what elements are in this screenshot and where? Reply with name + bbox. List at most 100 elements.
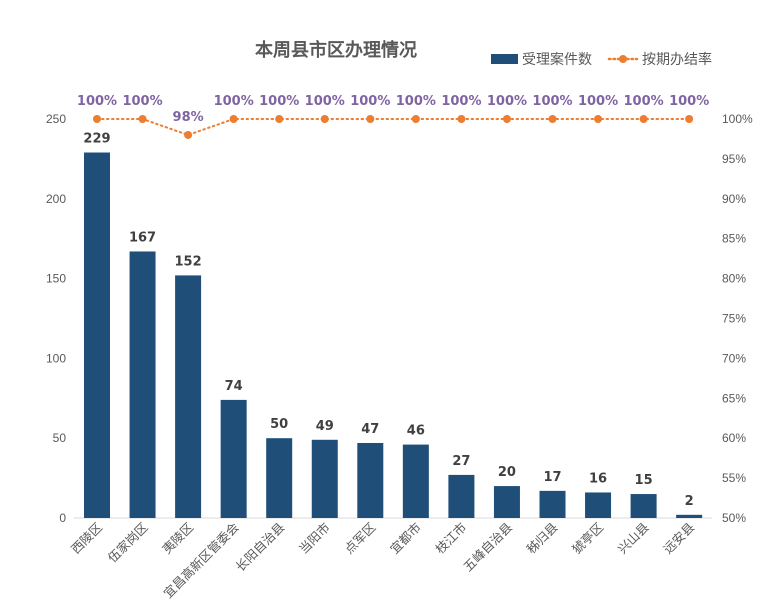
bar — [357, 442, 384, 518]
category-label: 秭归县 — [523, 520, 560, 557]
bar-value-label: 15 — [635, 473, 653, 488]
bar-value-label: 46 — [407, 424, 425, 439]
bar-value-label: 49 — [316, 419, 334, 434]
rate-marker — [184, 130, 193, 139]
right-tick-label: 95% — [722, 152, 746, 166]
bar — [402, 444, 429, 518]
legend-line-label: 按期办结率 — [642, 51, 712, 68]
category-label: 兴山县 — [615, 520, 652, 557]
right-tick-label: 50% — [722, 511, 746, 525]
rate-marker — [639, 115, 648, 123]
right-tick-label: 75% — [722, 312, 746, 326]
legend-bar-label: 受理案件数 — [522, 51, 592, 68]
bar-value-label: 74 — [225, 379, 243, 394]
bar — [129, 251, 156, 518]
category-label: 五峰自治县 — [460, 520, 515, 575]
rate-marker — [548, 115, 557, 123]
rate-value-label: 100% — [214, 94, 254, 109]
right-tick-label: 85% — [722, 232, 746, 246]
rate-value-label: 100% — [122, 94, 162, 109]
bar-value-label: 47 — [361, 422, 379, 437]
left-tick-label: 100 — [46, 351, 66, 365]
category-label: 猇亭区 — [569, 520, 606, 557]
rate-marker — [457, 115, 466, 123]
bar-value-label: 50 — [270, 417, 288, 432]
legend: 受理案件数 按期办结率 — [491, 51, 712, 68]
rate-marker — [275, 115, 284, 123]
category-label: 枝江市 — [432, 520, 469, 557]
chart-title: 本周县市区办理情况 — [255, 39, 417, 61]
right-tick-label: 80% — [722, 272, 746, 286]
rate-marker — [411, 115, 420, 123]
bar-series — [84, 152, 703, 519]
line-series — [93, 115, 694, 139]
category-label: 远安县 — [660, 520, 697, 557]
category-label: 西陵区 — [68, 520, 105, 557]
legend-bar-swatch — [491, 54, 518, 64]
rate-value-label: 100% — [396, 94, 436, 109]
right-axis: 50% 55% 60% 65% 70% 75% 80% 85% 90% 95% 100% — [722, 112, 753, 525]
bar — [266, 438, 293, 518]
bar — [493, 486, 520, 518]
rate-value-label: 100% — [487, 94, 527, 109]
bar — [220, 399, 247, 518]
bar-value-label: 152 — [175, 254, 202, 269]
rate-value-label: 100% — [441, 94, 481, 109]
category-label: 宜都市 — [387, 520, 424, 557]
category-label: 夷陵区 — [159, 520, 196, 557]
rate-marker — [685, 115, 694, 123]
right-tick-label: 65% — [722, 391, 746, 405]
bar — [448, 474, 475, 518]
right-tick-label: 60% — [722, 431, 746, 445]
rate-marker — [366, 115, 375, 123]
legend-line-marker — [619, 55, 627, 63]
bar — [676, 514, 703, 518]
right-tick-label: 100% — [722, 112, 753, 126]
left-tick-label: 200 — [46, 192, 66, 206]
rate-marker — [229, 115, 238, 123]
rate-value-label: 100% — [350, 94, 390, 109]
rate-marker — [320, 115, 329, 123]
left-tick-label: 0 — [59, 511, 66, 525]
bar-value-label: 16 — [589, 471, 607, 486]
category-label: 当阳市 — [296, 520, 333, 557]
left-tick-label: 50 — [53, 431, 67, 445]
category-label: 伍家岗区 — [105, 520, 151, 566]
rate-value-label: 100% — [259, 94, 299, 109]
right-tick-label: 90% — [722, 192, 746, 206]
left-tick-label: 250 — [46, 112, 66, 126]
rate-value-label: 100% — [532, 94, 572, 109]
bar — [630, 494, 657, 518]
bar — [311, 439, 338, 518]
bar — [84, 152, 110, 519]
rate-value-label: 100% — [305, 94, 345, 109]
category-label: 长阳自治县 — [233, 520, 288, 575]
left-tick-label: 150 — [46, 272, 66, 286]
bar-value-label: 229 — [83, 132, 110, 147]
bar — [175, 275, 202, 518]
right-tick-label: 70% — [722, 351, 746, 365]
bar-value-label: 27 — [452, 454, 470, 469]
line-value-labels: 100% 100% 98% 100% 100% 100% 100% 100% 100% 100% 1… — [77, 94, 709, 125]
bar-value-label: 167 — [129, 230, 156, 245]
bar-value-label: 17 — [543, 470, 561, 485]
rate-marker — [138, 115, 147, 123]
left-axis: 0 50 100 150 200 250 — [46, 112, 66, 525]
rate-marker — [93, 115, 101, 123]
category-label: 点军区 — [341, 520, 378, 557]
bar-value-label: 2 — [685, 494, 694, 509]
rate-marker — [594, 115, 603, 123]
rate-line — [96, 118, 691, 137]
rate-value-label: 100% — [669, 94, 709, 109]
rate-value-label: 100% — [77, 94, 117, 109]
rate-value-label: 98% — [173, 110, 204, 125]
bar — [585, 492, 612, 518]
rate-value-label: 100% — [578, 94, 618, 109]
right-tick-label: 55% — [722, 471, 746, 485]
rate-marker — [502, 115, 511, 123]
rate-value-label: 100% — [624, 94, 664, 109]
bar — [539, 490, 566, 518]
bar-value-label: 20 — [498, 465, 516, 480]
